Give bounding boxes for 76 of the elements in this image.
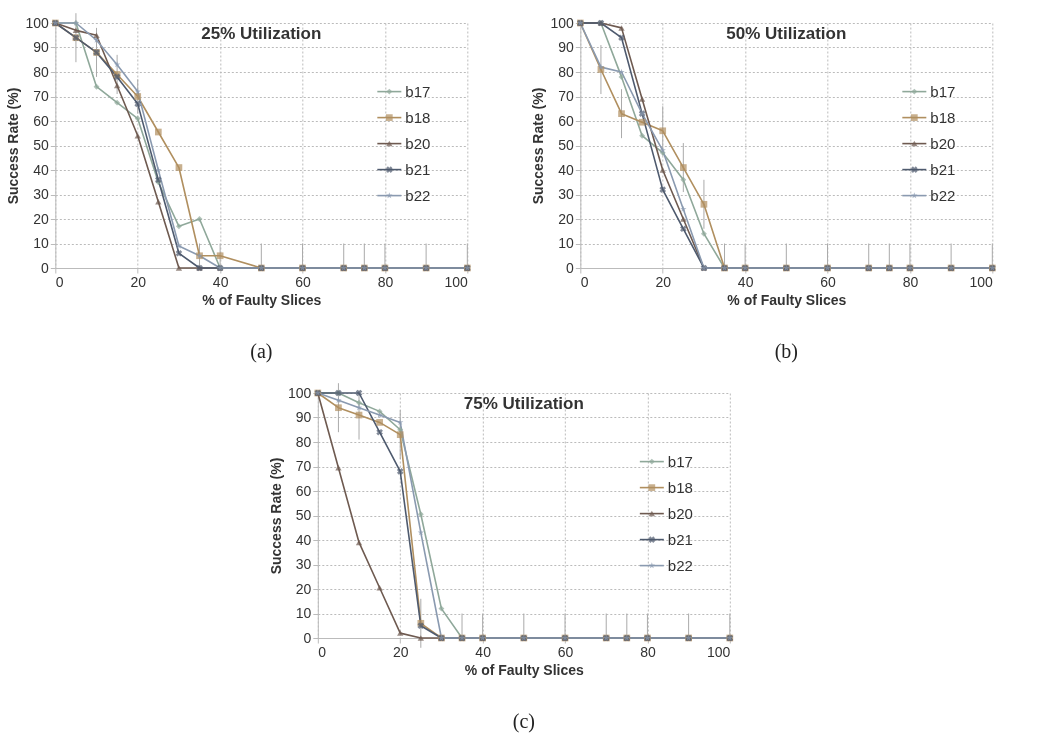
y-tick-label: 20 (558, 210, 575, 227)
legend-label: b20 (667, 504, 693, 522)
legend-label: b20 (930, 134, 956, 152)
y-tick-label: 40 (558, 161, 575, 178)
y-tick-label: 50 (33, 137, 50, 153)
y-tick-label: 50 (295, 507, 312, 523)
chart-title: 25% Utilization (201, 24, 322, 43)
y-tick-label: 60 (558, 112, 575, 129)
y-axis-title: Success Rate (%) (530, 87, 547, 205)
x-tick-label: 40 (475, 643, 492, 660)
y-tick-label: 100 (287, 384, 312, 401)
legend-label: b22 (930, 186, 956, 204)
legend-label: b22 (667, 556, 693, 574)
x-tick-label: 40 (737, 273, 754, 290)
y-tick-label: 70 (295, 458, 312, 474)
y-axis-title: Success Rate (%) (267, 457, 284, 575)
y-tick-label: 90 (558, 39, 575, 55)
y-tick-label: 40 (33, 161, 50, 178)
y-tick-label: 10 (33, 235, 50, 251)
x-axis-title: % of Faulty Slices (202, 291, 322, 308)
y-tick-label: 60 (295, 482, 312, 499)
legend-label: b21 (930, 160, 956, 178)
y-tick-label: 40 (295, 531, 312, 548)
y-axis-title: Success Rate (%) (5, 87, 22, 205)
chart-title: 50% Utilization (726, 24, 847, 43)
chart-title: 75% Utilization (463, 394, 584, 413)
x-axis-title: % of Faulty Slices (464, 661, 585, 678)
legend-label: b22 (405, 186, 431, 204)
text: (c) (512, 710, 535, 733)
legend-label: b18 (405, 108, 431, 126)
legend-label: b17 (405, 82, 431, 100)
y-tick-label: 20 (295, 580, 312, 597)
y-tick-label: 70 (558, 88, 575, 104)
x-tick-label: 80 (377, 273, 394, 290)
text: (b) (774, 340, 798, 363)
x-tick-label: 40 (212, 273, 229, 290)
legend-label: b18 (930, 108, 956, 126)
x-tick-label: 60 (820, 273, 837, 290)
x-tick-label: 20 (130, 273, 147, 290)
y-tick-label: 90 (33, 39, 50, 55)
legend-label: b17 (667, 452, 693, 470)
y-tick-label: 10 (295, 605, 312, 621)
legend-label: b21 (405, 160, 431, 178)
y-tick-label: 0 (41, 259, 50, 276)
x-tick-label: 80 (902, 273, 919, 290)
y-tick-label: 0 (303, 629, 312, 646)
y-tick-label: 80 (33, 63, 50, 80)
y-tick-label: 30 (33, 186, 50, 202)
x-tick-label: 100 (444, 273, 469, 290)
y-tick-label: 90 (295, 409, 312, 425)
legend-label: b17 (930, 82, 956, 100)
x-tick-label: 0 (55, 273, 64, 290)
y-tick-label: 100 (550, 14, 575, 31)
y-tick-label: 10 (558, 235, 575, 251)
y-tick-label: 50 (558, 137, 575, 153)
x-tick-label: 20 (392, 643, 409, 660)
x-axis-title: % of Faulty Slices (727, 291, 847, 308)
y-tick-label: 60 (33, 112, 50, 129)
x-tick-label: 20 (655, 273, 672, 290)
y-tick-label: 20 (33, 210, 50, 227)
y-tick-label: 80 (558, 63, 575, 80)
legend-label: b18 (667, 478, 693, 496)
y-tick-label: 30 (558, 186, 575, 202)
x-tick-label: 0 (318, 643, 327, 660)
x-tick-label: 100 (969, 273, 994, 290)
y-tick-label: 0 (566, 259, 575, 276)
y-tick-label: 80 (295, 433, 312, 450)
y-tick-label: 70 (33, 88, 50, 104)
x-tick-label: 0 (580, 273, 589, 290)
text: (a) (250, 340, 273, 363)
y-tick-label: 30 (295, 556, 312, 572)
legend-label: b20 (405, 134, 431, 152)
x-tick-label: 100 (706, 643, 731, 660)
legend-label: b21 (667, 530, 693, 548)
x-tick-label: 80 (640, 643, 656, 660)
y-tick-label: 100 (25, 14, 50, 31)
